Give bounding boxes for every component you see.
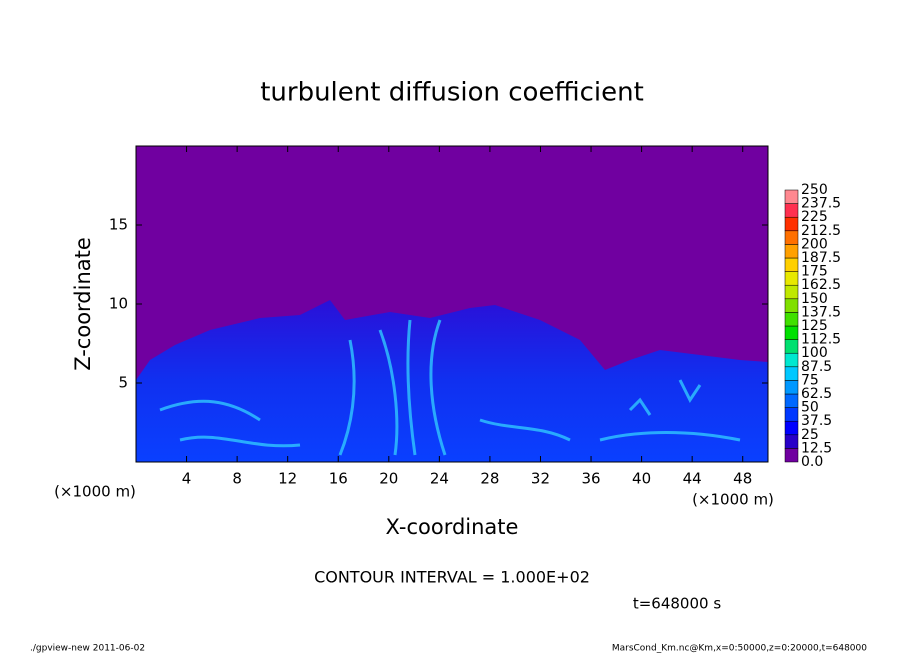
- colorbar-cell: [784, 284, 799, 300]
- x-tick-label: 4: [182, 470, 192, 488]
- x-tick-label: 24: [430, 470, 449, 488]
- colorbar-label: 175: [801, 264, 828, 280]
- chart-title: turbulent diffusion coefficient: [260, 78, 644, 108]
- colorbar-label: 112.5: [801, 332, 841, 348]
- colorbar-cell: [784, 257, 799, 272]
- x-unit: (×1000 m): [692, 491, 774, 509]
- colorbar-label: 237.5: [801, 196, 841, 212]
- colorbar-cell: [784, 203, 799, 218]
- x-tick-label: 48: [733, 470, 752, 488]
- colorbar-cell: [784, 448, 799, 463]
- y-tick-label: 15: [109, 216, 128, 234]
- colorbar-cell: [784, 325, 799, 340]
- colorbar-cell: [784, 312, 799, 327]
- colorbar-label: 12.5: [801, 440, 832, 456]
- colorbar-cell: [784, 393, 799, 408]
- footer-right: MarsCond_Km.nc@Km,x=0:50000,z=0:20000,t=…: [612, 644, 867, 654]
- colorbar-cell: [784, 434, 799, 449]
- x-tick-label: 36: [581, 470, 600, 488]
- x-tick-label: 8: [232, 470, 242, 488]
- x-tick-label: 40: [632, 470, 651, 488]
- x-axis-label: X-coordinate: [386, 515, 519, 539]
- colorbar-cell: [784, 366, 799, 381]
- colorbar-label: 200: [801, 236, 828, 252]
- time-label: t=648000 s: [633, 595, 721, 613]
- x-tick-label: 28: [480, 470, 499, 488]
- y-tick-label: 5: [118, 374, 128, 392]
- colorbar-label: 250: [801, 182, 828, 198]
- colorbar-label: 212.5: [801, 223, 841, 239]
- colorbar-label: 125: [801, 318, 828, 334]
- colorbar-label: 87.5: [801, 359, 832, 375]
- colorbar-cell: [784, 339, 799, 354]
- field-region: [136, 300, 768, 462]
- colorbar-cell: [784, 216, 799, 232]
- colorbar-label: 75: [801, 372, 819, 388]
- x-tick-label: 12: [278, 470, 297, 488]
- colorbar-cell: [784, 407, 799, 422]
- annotation: CONTOUR INTERVAL = 1.000E+02: [314, 568, 590, 587]
- colorbar-cell: [784, 230, 799, 245]
- colorbar-label: 62.5: [801, 386, 832, 402]
- x-tick-label: 32: [531, 470, 550, 488]
- colorbar-label: 50: [801, 400, 819, 416]
- colorbar-label: 137.5: [801, 304, 841, 320]
- y-tick-label: 10: [109, 295, 128, 313]
- footer-left: ./gpview-new 2011-06-02: [30, 644, 145, 654]
- colorbar-cell: [784, 380, 799, 395]
- colorbar-label: 0.0: [801, 454, 823, 470]
- colorbar-label: 100: [801, 345, 828, 361]
- colorbar-cell: [784, 352, 799, 368]
- colorbar-label: 187.5: [801, 250, 841, 266]
- x-tick-label: 20: [379, 470, 398, 488]
- colorbar-cell: [784, 420, 799, 436]
- field-streaks: [159, 319, 741, 456]
- colorbar-label: 150: [801, 291, 828, 307]
- colorbar-cell: [784, 244, 799, 259]
- colorbar-cell: [784, 298, 799, 313]
- colorbar-label: 162.5: [801, 277, 841, 293]
- colorbar-label: 225: [801, 209, 828, 225]
- x-tick-label: 44: [683, 470, 702, 488]
- x-tick-label: 16: [329, 470, 348, 488]
- colorbar-label: 37.5: [801, 413, 832, 429]
- colorbar-cell: [784, 271, 799, 286]
- y-unit: (×1000 m): [54, 483, 136, 501]
- colorbar-cell: [784, 189, 799, 204]
- y-axis-label: Z-coordinate: [71, 237, 95, 371]
- colorbar-label: 25: [801, 427, 819, 443]
